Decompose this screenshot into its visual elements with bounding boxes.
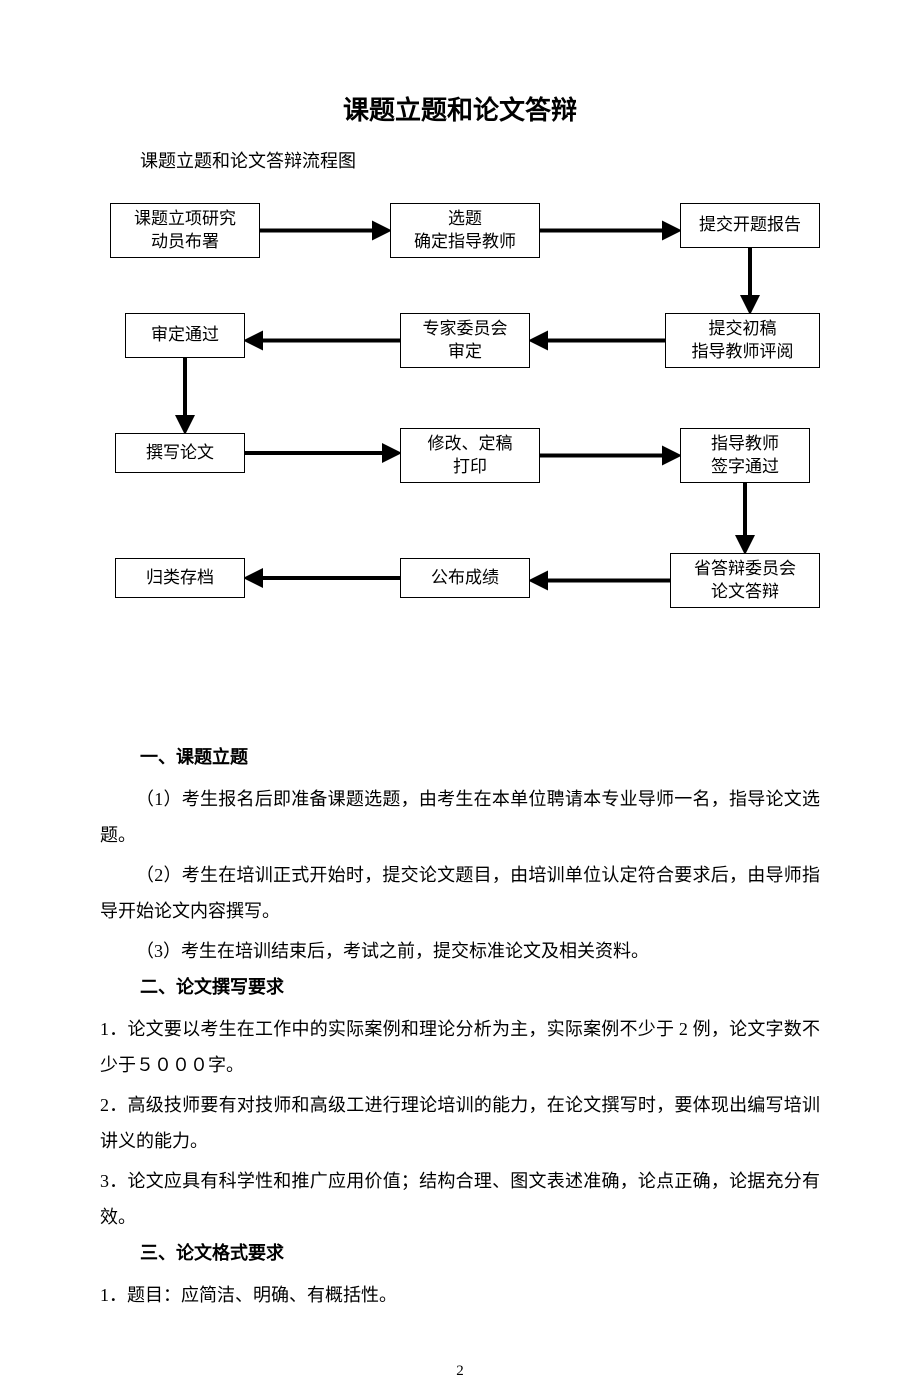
section-3-para-1: 1．题目：应简洁、明确、有概括性。: [100, 1277, 820, 1313]
flowchart-node-n3: 提交开题报告: [680, 203, 820, 248]
flowchart-node-n1: 课题立项研究动员布署: [110, 203, 260, 258]
section-1-title: 一、课题立题: [140, 743, 820, 769]
section-2-title: 二、论文撰写要求: [140, 973, 820, 999]
page-number: 2: [100, 1363, 820, 1380]
flowchart: 课题立项研究动员布署 选题确定指导教师 提交开题报告提交初稿指导教师评阅 专家委员会审…: [100, 193, 820, 693]
flowchart-node-n8: 修改、定稿打印: [400, 428, 540, 483]
section-1-para-2: （2）考生在培训正式开始时，提交论文题目，由培训单位认定符合要求后，由导师指导开…: [100, 857, 820, 929]
section-2-para-3: 3．论文应具有科学性和推广应用价值；结构合理、图文表述准确，论点正确，论据充分有…: [100, 1163, 820, 1235]
section-2-para-2: 2．高级技师要有对技师和高级工进行理论培训的能力，在论文撰写时，要体现出编写培训…: [100, 1087, 820, 1159]
section-1-para-1: （1）考生报名后即准备课题选题，由考生在本单位聘请本专业导师一名，指导论文选题。: [100, 781, 820, 853]
flowchart-node-n5: 专家委员会审定: [400, 313, 530, 368]
flowchart-caption: 课题立题和论文答辩流程图: [140, 147, 820, 173]
section-1-para-3: （3）考生在培训结束后，考试之前，提交标准论文及相关资料。: [100, 933, 820, 969]
flowchart-node-n9: 指导教师签字通过: [680, 428, 810, 483]
page-title: 课题立题和论文答辩: [100, 90, 820, 127]
flowchart-node-n6: 审定通过: [125, 313, 245, 358]
section-2-para-1: 1．论文要以考生在工作中的实际案例和理论分析为主，实际案例不少于 2 例，论文字…: [100, 1011, 820, 1083]
section-3-title: 三、论文格式要求: [140, 1239, 820, 1265]
flowchart-node-n7: 撰写论文: [115, 433, 245, 473]
flowchart-node-n4: 提交初稿指导教师评阅: [665, 313, 820, 368]
flowchart-node-n12: 归类存档: [115, 558, 245, 598]
page: 课题立题和论文答辩 课题立题和论文答辩流程图 课题立项研究动员布署 选题确定指导教…: [0, 0, 920, 1380]
flowchart-node-n10: 省答辩委员会论文答辩: [670, 553, 820, 608]
flowchart-node-n2: 选题确定指导教师: [390, 203, 540, 258]
flowchart-node-n11: 公布成绩: [400, 558, 530, 598]
